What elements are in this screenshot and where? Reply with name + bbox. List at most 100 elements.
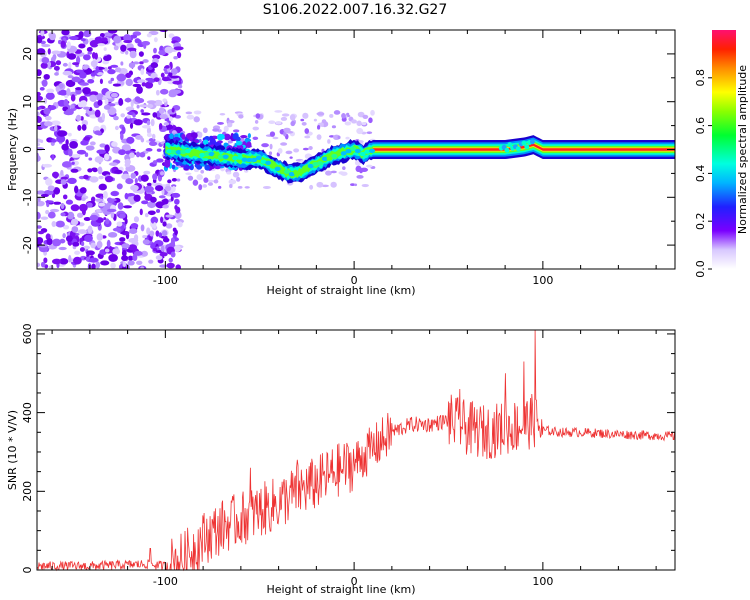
noise-blob xyxy=(60,40,66,48)
noise-blob xyxy=(185,172,192,176)
noise-blob xyxy=(70,168,79,173)
noise-blob xyxy=(185,111,193,115)
noise-blob xyxy=(78,31,84,39)
noise-blob xyxy=(254,120,259,124)
noise-blob xyxy=(43,73,50,80)
noise-blob xyxy=(80,38,86,42)
ridge-blob xyxy=(345,149,352,154)
noise-blob xyxy=(40,193,49,198)
colorbar-gradient xyxy=(712,30,736,269)
noise-blob xyxy=(51,220,57,227)
noise-blob xyxy=(67,177,77,185)
noise-blob xyxy=(112,227,122,232)
noise-blob xyxy=(37,142,41,147)
noise-blob xyxy=(40,261,46,268)
noise-blob xyxy=(53,65,60,71)
noise-blob xyxy=(330,181,337,188)
noise-blob xyxy=(147,201,157,209)
noise-blob xyxy=(171,89,182,94)
noise-blob xyxy=(122,261,127,268)
noise-blob xyxy=(172,227,177,232)
noise-blob xyxy=(236,176,241,182)
ridge-blob xyxy=(521,140,527,146)
noise-blob xyxy=(174,204,178,210)
noise-blob xyxy=(90,242,96,249)
ridge-blob xyxy=(208,151,215,157)
ridge-blob xyxy=(302,165,309,171)
noise-blob xyxy=(102,96,107,101)
noise-blob xyxy=(60,176,69,180)
noise-blob xyxy=(309,184,314,190)
noise-blob xyxy=(70,94,76,102)
noise-blob xyxy=(62,62,68,67)
noise-blob xyxy=(90,60,98,68)
y-tick-label: 600 xyxy=(21,323,34,344)
noise-blob xyxy=(171,184,177,188)
noise-blob xyxy=(193,110,202,115)
noise-blob xyxy=(125,78,133,87)
noise-blob xyxy=(61,161,72,168)
noise-blob xyxy=(152,173,158,181)
noise-blob xyxy=(175,264,181,269)
noise-blob xyxy=(98,183,107,191)
noise-blob xyxy=(95,261,101,269)
ridge-blob xyxy=(312,161,319,167)
snr-plot-area xyxy=(37,330,675,570)
noise-blob xyxy=(165,223,173,229)
noise-blob xyxy=(37,211,41,220)
noise-blob xyxy=(145,148,153,152)
noise-blob xyxy=(58,89,68,96)
noise-blob xyxy=(94,130,102,136)
noise-blob xyxy=(60,169,64,176)
noise-blob xyxy=(178,161,183,166)
noise-blob xyxy=(136,85,143,94)
x-tick-label: -100 xyxy=(153,575,178,588)
figure-title: S106.2022.007.16.32.G27 xyxy=(263,2,448,18)
ridge-blob xyxy=(340,151,347,156)
noise-blob xyxy=(111,141,118,147)
noise-blob xyxy=(146,132,153,138)
noise-blob xyxy=(54,124,58,132)
noise-blob xyxy=(149,230,155,237)
noise-blob xyxy=(93,125,100,132)
noise-blob xyxy=(96,209,102,213)
noise-blob xyxy=(66,41,71,50)
noise-blob xyxy=(45,115,52,121)
noise-blob xyxy=(277,148,283,154)
noise-blob xyxy=(83,216,91,221)
ridge-blob xyxy=(284,169,291,174)
ridge-blob xyxy=(369,148,376,154)
noise-blob xyxy=(89,94,97,102)
noise-blob xyxy=(150,72,158,79)
ridge-blob xyxy=(354,148,361,154)
noise-blob xyxy=(124,97,132,103)
noise-blob xyxy=(193,116,200,123)
noise-blob xyxy=(155,230,160,237)
noise-blob xyxy=(357,111,365,118)
noise-blob xyxy=(82,54,91,61)
noise-blob xyxy=(76,56,81,65)
noise-blob xyxy=(237,185,243,189)
ridge-blob xyxy=(175,149,182,155)
noise-blob xyxy=(107,66,112,70)
noise-blob xyxy=(240,134,248,139)
ridge-blob xyxy=(166,149,173,154)
snr-ticks: -100 0 100 0 200 400 600 xyxy=(21,323,675,588)
noise-blob xyxy=(43,189,54,196)
noise-blob xyxy=(116,183,123,190)
noise-blob xyxy=(47,185,55,192)
noise-blob xyxy=(62,194,68,200)
ridge-blob xyxy=(331,153,338,159)
noise-blob xyxy=(53,201,62,205)
noise-blob xyxy=(158,122,163,130)
noise-blob xyxy=(354,183,358,187)
noise-blob xyxy=(104,67,108,72)
y-tick-label: 200 xyxy=(21,481,34,502)
noise-blob xyxy=(289,114,296,121)
noise-blob xyxy=(51,154,55,161)
noise-blob xyxy=(71,226,79,233)
ridge-blob xyxy=(203,152,210,157)
noise-blob xyxy=(45,92,55,100)
noise-blob xyxy=(176,51,182,59)
